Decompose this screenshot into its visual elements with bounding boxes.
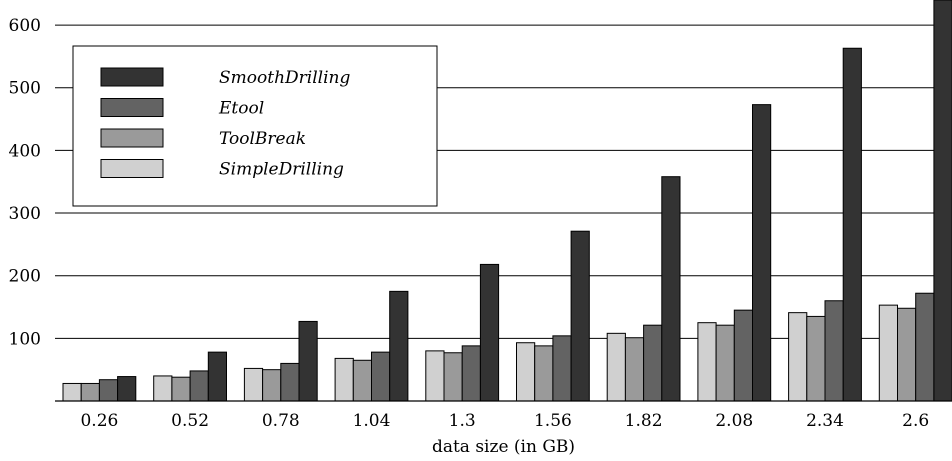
bar [824, 300, 844, 402]
bar [624, 337, 645, 402]
bar [371, 351, 391, 402]
bar [243, 367, 264, 402]
x-tick-label: 1.3 [449, 411, 476, 431]
y-tick-label: 400 [9, 141, 41, 161]
bar [697, 322, 717, 402]
bar [516, 342, 536, 402]
bar [80, 382, 100, 402]
legend-label: ToolBreak [219, 129, 306, 149]
legend-swatch [100, 98, 164, 117]
y-tick-label: 200 [9, 267, 41, 287]
bar [733, 309, 753, 402]
legend-swatch [100, 67, 164, 87]
bar [842, 47, 862, 402]
bar [189, 370, 209, 402]
x-tick-label: 0.26 [80, 411, 118, 431]
bar [171, 376, 191, 402]
bar [752, 104, 772, 402]
y-tick-label: 600 [9, 16, 41, 36]
bar [878, 304, 898, 402]
bar [715, 324, 735, 402]
y-tick-label: 500 [9, 79, 41, 99]
bar [461, 345, 481, 402]
bar [62, 382, 82, 402]
bar [207, 351, 228, 402]
bar [915, 292, 935, 402]
x-tick-label: 2.34 [806, 411, 844, 431]
x-tick-label: 1.04 [353, 411, 391, 431]
x-tick-label: 0.78 [262, 411, 300, 431]
x-axis-label: data size (in GB) [432, 437, 575, 457]
y-tick-label: 300 [9, 204, 41, 224]
bar [117, 376, 137, 402]
x-tick-label: 0.52 [171, 411, 209, 431]
x-tick-label: 1.56 [534, 411, 572, 431]
bar [280, 362, 300, 402]
bar [643, 324, 663, 402]
bar [788, 312, 808, 402]
bar [425, 350, 445, 402]
bar [352, 359, 372, 402]
bar [933, 0, 952, 402]
bar [606, 332, 626, 402]
legend-swatch [100, 128, 164, 148]
bar [570, 230, 590, 402]
bar [806, 315, 826, 402]
legend-label: SimpleDrilling [219, 160, 344, 180]
bar [389, 290, 409, 402]
bar [534, 345, 554, 402]
bar [334, 357, 354, 402]
x-tick-label: 2.08 [715, 411, 753, 431]
bar [661, 176, 681, 402]
axes: 100 200 300 400 500 600 0.26 0.52 0.78 1.04 1.3 1.5… [9, 16, 952, 431]
bar [897, 307, 917, 402]
bars [62, 0, 952, 402]
bar [443, 352, 463, 402]
bar [298, 320, 318, 402]
bar [98, 379, 119, 402]
bar [262, 369, 282, 402]
y-tick-label: 100 [9, 329, 41, 349]
bar [479, 263, 500, 402]
legend-swatch [100, 159, 164, 178]
legend: SmoothDrilling Etool ToolBreak SimpleDrilli… [72, 45, 438, 207]
legend-label: SmoothDrilling [219, 68, 350, 88]
bar [153, 375, 173, 402]
legend-label: Etool [218, 99, 264, 119]
bar [552, 335, 572, 402]
x-tick-label: 2.6 [902, 411, 929, 431]
x-tick-label: 1.82 [625, 411, 663, 431]
